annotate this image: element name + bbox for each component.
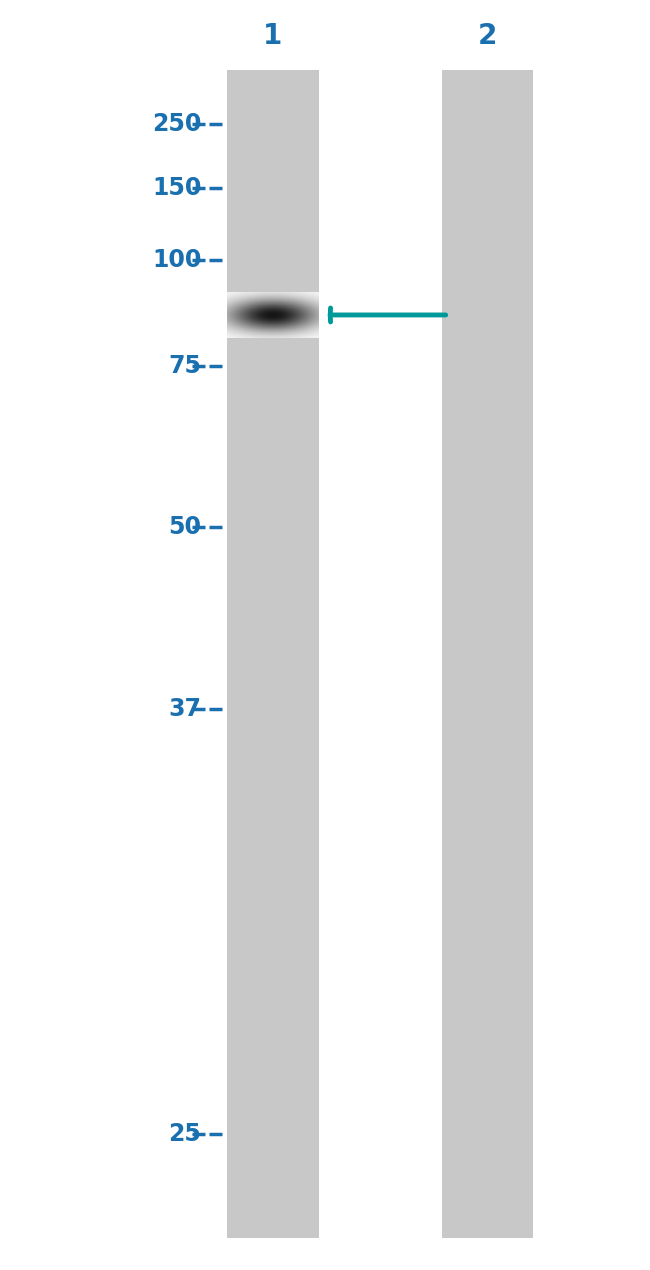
Text: 25: 25 [168,1123,202,1146]
Text: 1: 1 [263,22,283,50]
Bar [442,70,533,1238]
Text: 150: 150 [152,177,202,199]
Text: 2: 2 [478,22,497,50]
Text: 50: 50 [168,516,202,538]
Text: 250: 250 [152,113,202,136]
Text: 100: 100 [152,249,202,272]
Text: 75: 75 [168,354,202,377]
Bar [227,70,318,1238]
Text: 37: 37 [168,697,202,720]
